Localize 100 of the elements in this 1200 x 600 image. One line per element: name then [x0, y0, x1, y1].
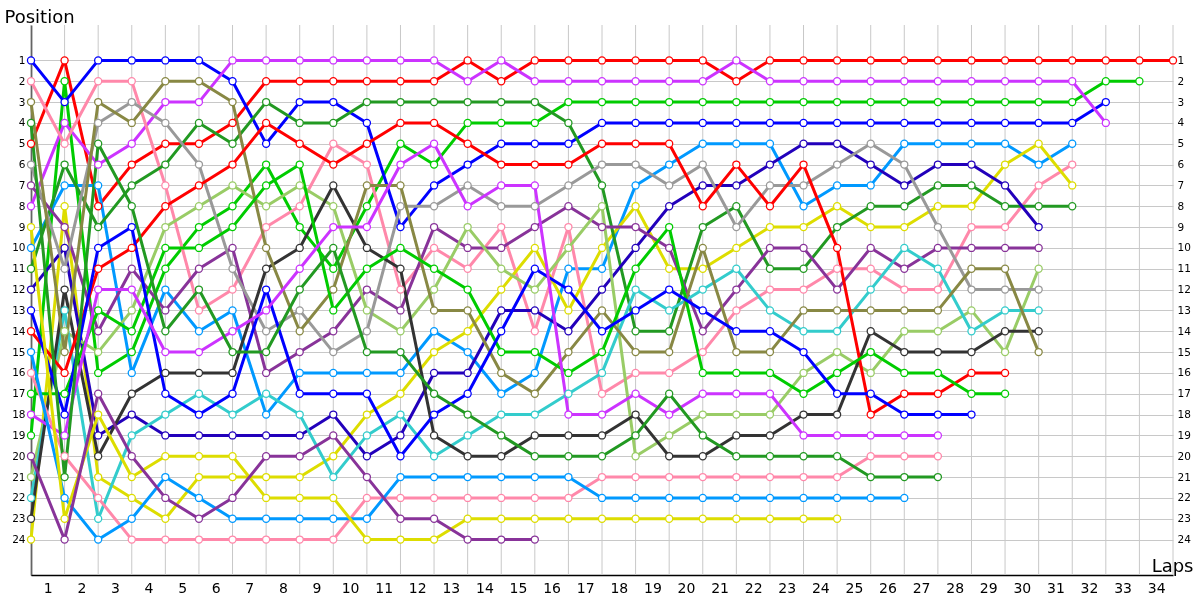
y-tick-label: 20: [12, 449, 26, 462]
point: [261, 452, 271, 461]
point: [765, 118, 775, 128]
point: [597, 410, 607, 419]
point: [698, 264, 707, 273]
point: [732, 118, 741, 128]
y2-tick-label: 24: [1177, 533, 1192, 546]
point: [1168, 56, 1178, 65]
point: [765, 306, 775, 315]
point: [295, 139, 304, 148]
point: [698, 431, 707, 440]
y-tick-label: 15: [12, 345, 26, 358]
point: [261, 202, 271, 211]
point: [429, 472, 439, 482]
point: [832, 285, 842, 294]
point: [933, 306, 943, 315]
point: [832, 264, 842, 273]
point: [429, 264, 439, 273]
point: [60, 347, 69, 357]
point: [194, 535, 204, 544]
y2-tick-label: 6: [1177, 158, 1185, 171]
x-tick-label: 29: [979, 579, 998, 596]
point: [295, 431, 304, 440]
point: [765, 264, 775, 273]
x-tick-label: 3: [111, 579, 120, 596]
point: [866, 493, 875, 503]
point: [799, 452, 808, 461]
point: [597, 139, 607, 148]
point: [900, 160, 909, 169]
point: [866, 472, 875, 482]
point: [732, 160, 741, 169]
point: [194, 264, 204, 273]
point: [429, 243, 439, 253]
point: [362, 472, 372, 482]
point: [664, 118, 674, 128]
point: [530, 410, 540, 419]
point: [295, 97, 304, 107]
point: [329, 368, 338, 378]
point: [463, 202, 472, 211]
point: [463, 493, 472, 503]
point: [900, 472, 909, 482]
point: [866, 222, 875, 232]
point: [329, 243, 338, 253]
point: [765, 139, 775, 148]
point: [967, 264, 976, 273]
y-tick-label: 16: [12, 366, 26, 379]
point: [228, 97, 237, 107]
y2-tick-label: 23: [1177, 512, 1191, 525]
x-tick-label: 9: [312, 579, 322, 596]
point: [93, 347, 103, 357]
point: [967, 410, 976, 419]
point: [900, 202, 909, 211]
point: [26, 202, 36, 211]
point: [664, 222, 674, 232]
point: [295, 222, 304, 232]
point: [161, 410, 170, 419]
point: [530, 202, 540, 211]
x-tick-label: 30: [1013, 579, 1032, 596]
point: [866, 139, 875, 148]
point: [261, 264, 271, 273]
point: [631, 493, 640, 503]
point: [93, 139, 103, 148]
point: [900, 264, 909, 273]
point: [396, 347, 405, 357]
point: [1034, 243, 1043, 253]
point: [228, 493, 237, 503]
point: [1034, 97, 1043, 107]
point: [194, 431, 204, 440]
point: [261, 160, 271, 169]
point: [26, 243, 36, 253]
point: [497, 493, 506, 503]
point: [396, 139, 405, 148]
point: [26, 431, 36, 440]
point: [127, 368, 136, 378]
point: [127, 77, 136, 86]
point: [161, 118, 170, 128]
point: [832, 77, 842, 86]
point: [967, 56, 976, 65]
x-tick-label: 11: [375, 579, 394, 596]
point: [631, 347, 640, 357]
y-tick-label: 14: [12, 324, 26, 337]
point: [597, 160, 607, 169]
point: [564, 327, 573, 336]
point: [60, 181, 69, 190]
point: [463, 452, 472, 461]
point: [60, 493, 69, 503]
point: [429, 56, 439, 65]
point: [127, 181, 136, 190]
point: [530, 306, 540, 315]
point: [799, 77, 808, 86]
point: [194, 306, 204, 315]
point: [26, 410, 36, 419]
point: [732, 327, 741, 336]
point: [967, 118, 976, 128]
point: [564, 77, 573, 86]
point: [564, 139, 573, 148]
point: [799, 56, 808, 65]
point: [664, 472, 674, 482]
point: [866, 410, 875, 419]
y2-tick-label: 18: [1177, 408, 1191, 421]
